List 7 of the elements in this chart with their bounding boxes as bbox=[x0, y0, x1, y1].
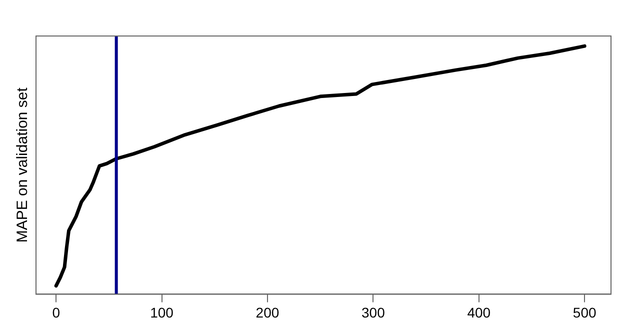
x-tick-label: 500 bbox=[572, 304, 596, 320]
x-tick-label: 100 bbox=[150, 304, 174, 320]
y-axis-title: MAPE on validation set bbox=[14, 86, 32, 243]
x-tick-label: 200 bbox=[256, 304, 280, 320]
x-tick-label: 300 bbox=[362, 304, 386, 320]
x-tick-label: 400 bbox=[467, 304, 491, 320]
x-tick-label: 0 bbox=[52, 304, 60, 320]
